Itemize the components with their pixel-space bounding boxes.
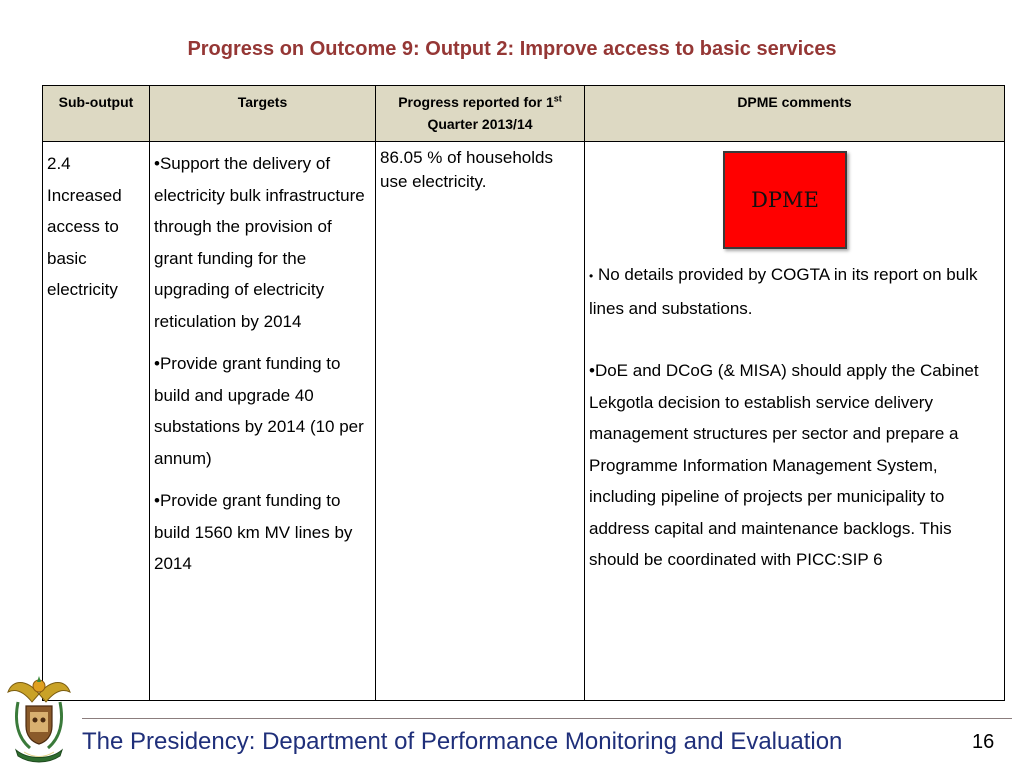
- cell-progress: 86.05 % of households use electricity.: [375, 141, 585, 701]
- comment-item-text: No details provided by COGTA in its repo…: [589, 265, 978, 318]
- page-number: 16: [972, 731, 995, 753]
- slide-title: Progress on Outcome 9: Output 2: Improve…: [187, 38, 837, 60]
- header-progress-main: Progress reported for 1: [398, 94, 554, 110]
- cell-targets: •Support the delivery of electricity bul…: [149, 141, 376, 701]
- sub-output-text: 2.4 Increased access to basic electricit…: [47, 154, 122, 299]
- header-progress-sup: st: [553, 93, 562, 104]
- progress-text: 86.05 % of households use electricity.: [380, 148, 553, 191]
- header-sub-output: Sub-output: [42, 85, 150, 142]
- header-dpme-comments: DPME comments: [584, 85, 1005, 142]
- progress-table: Sub-output Targets Progress reported for…: [42, 85, 1005, 701]
- table-header-row: Sub-output Targets Progress reported for…: [42, 85, 1005, 142]
- header-targets: Targets: [149, 85, 376, 142]
- comment-item: •DoE and DCoG (& MISA) should apply the …: [589, 361, 979, 569]
- table-row: 2.4 Increased access to basic electricit…: [42, 141, 1005, 701]
- target-item: •Provide grant funding to build and upgr…: [154, 354, 364, 468]
- comment-bullet: •: [589, 269, 594, 283]
- comment-item: • No details provided by COGTA in its re…: [589, 259, 1000, 324]
- header-progress-tail: Quarter 2013/14: [427, 116, 533, 132]
- target-item: •Support the delivery of electricity bul…: [154, 154, 365, 331]
- footer-divider: [82, 718, 1012, 719]
- comment-spacer: [589, 324, 1000, 355]
- cell-sub-output: 2.4 Increased access to basic electricit…: [42, 141, 150, 701]
- footer-organisation: The Presidency: Department of Performanc…: [82, 728, 843, 755]
- dpme-stamp: DPME: [723, 151, 847, 249]
- target-item: •Provide grant funding to build 1560 km …: [154, 491, 353, 573]
- cell-dpme-comments: DPME • No details provided by COGTA in i…: [584, 141, 1005, 701]
- header-progress: Progress reported for 1st Quarter 2013/14: [375, 85, 585, 142]
- coat-of-arms-icon: [4, 672, 74, 764]
